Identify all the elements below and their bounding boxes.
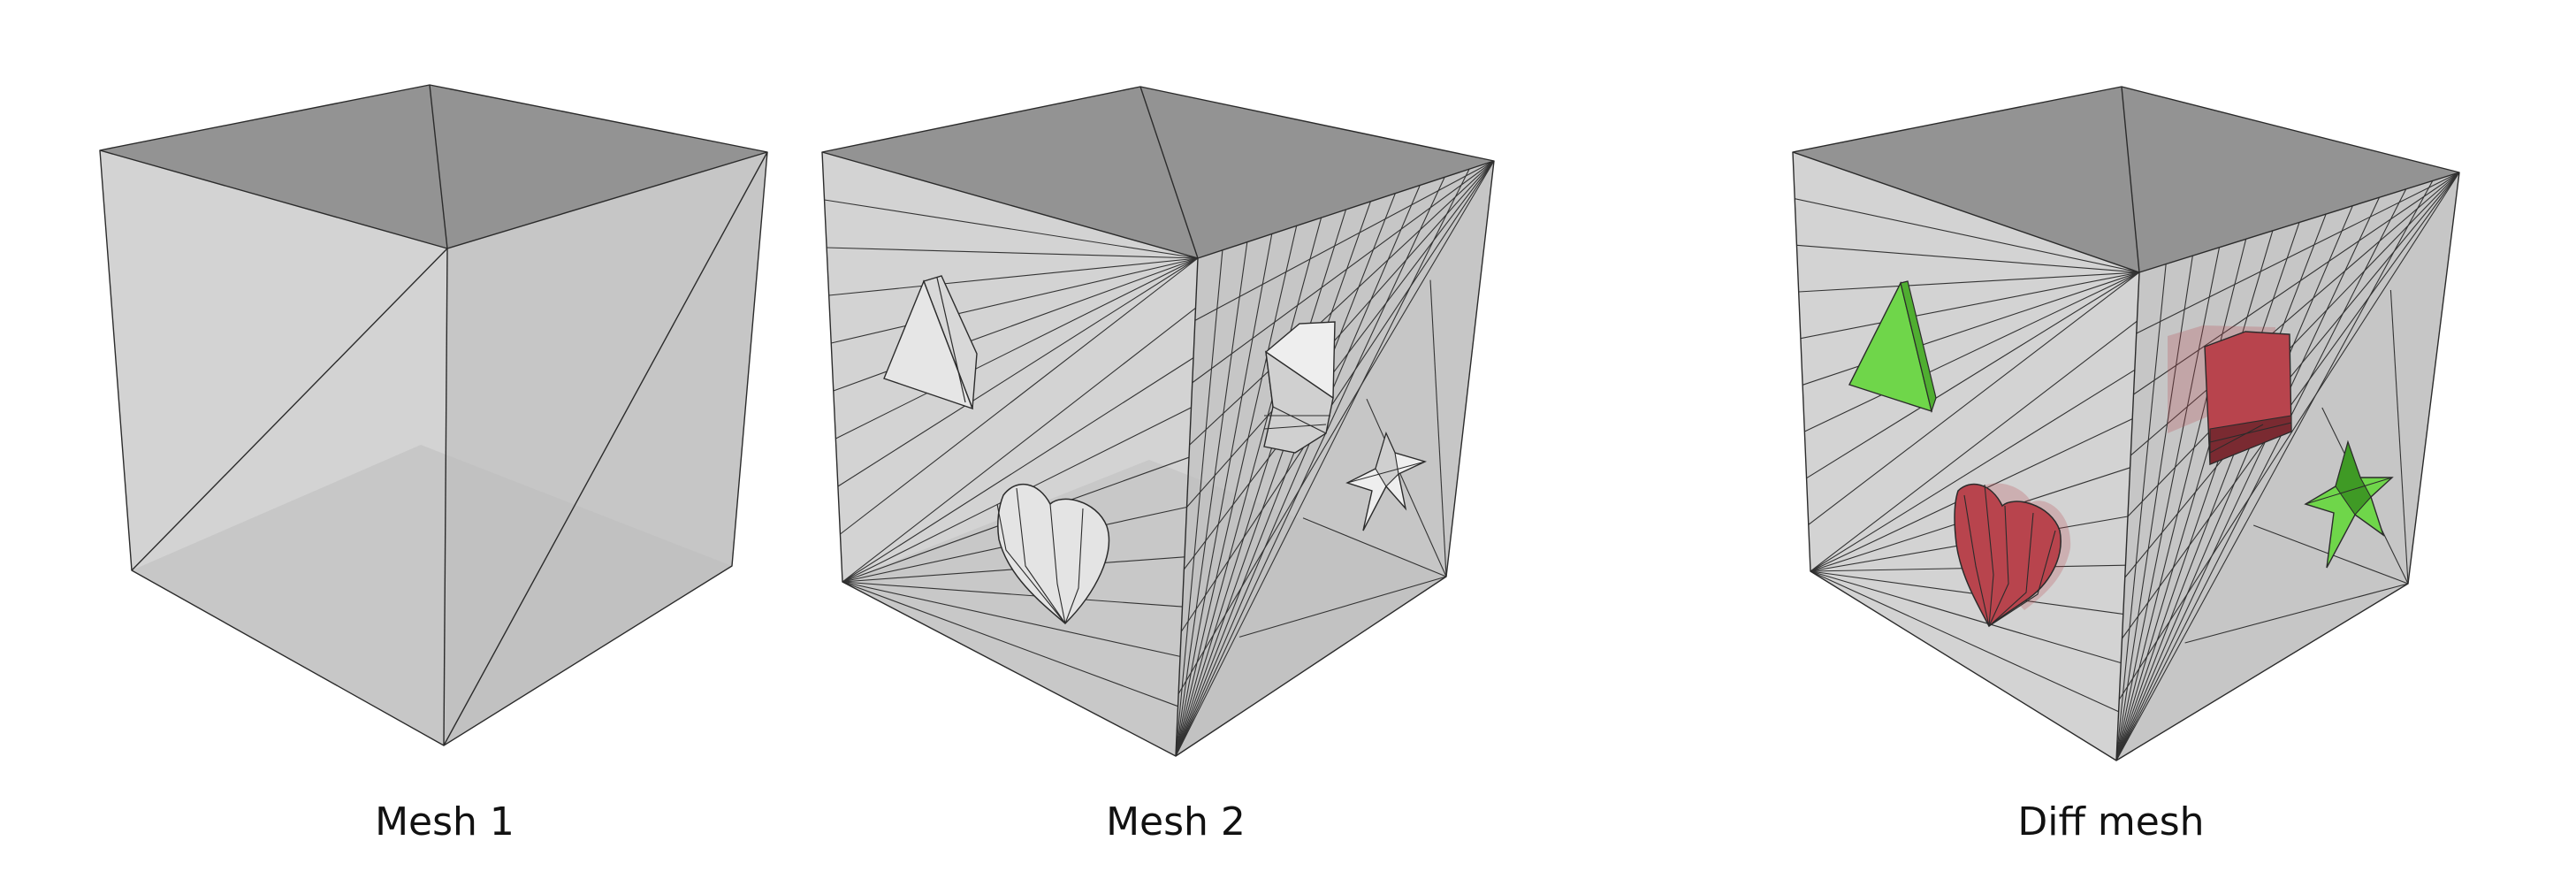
mesh2-prism-shape [883,275,978,410]
mesh1-caption: Mesh 1 [375,799,514,845]
mesh1-top-face [100,85,767,248]
mesh1-inner-floor [132,445,732,745]
mesh2-triangulation [824,160,1495,757]
mesh2-caption: Mesh 2 [1106,799,1246,845]
diff-removed-heart [1954,483,2071,628]
diff-triangulation [1795,172,2460,761]
diff-top-face [1793,87,2459,272]
mesh2-box-shape [1263,321,1336,454]
mesh1-edges [99,84,768,746]
mesh2-heart-shape [996,483,1110,625]
diff-added-star [2304,440,2394,569]
diff-caption: Diff mesh [2017,799,2204,845]
mesh2-star-shape [1345,432,1427,531]
mesh2-top-face [822,87,1494,258]
mesh1-cube [99,84,768,746]
diff-edges [1792,86,2460,761]
diff-right-face [2116,172,2459,761]
mesh2-cube [821,86,1495,757]
diff-added-prism [1848,280,1937,414]
mesh2-edges [821,86,1495,757]
diff-cube [1792,86,2460,761]
mesh2-inner-floor [842,460,1446,756]
diff-removed-box [2168,325,2292,466]
diff-left-face [1793,152,2139,761]
